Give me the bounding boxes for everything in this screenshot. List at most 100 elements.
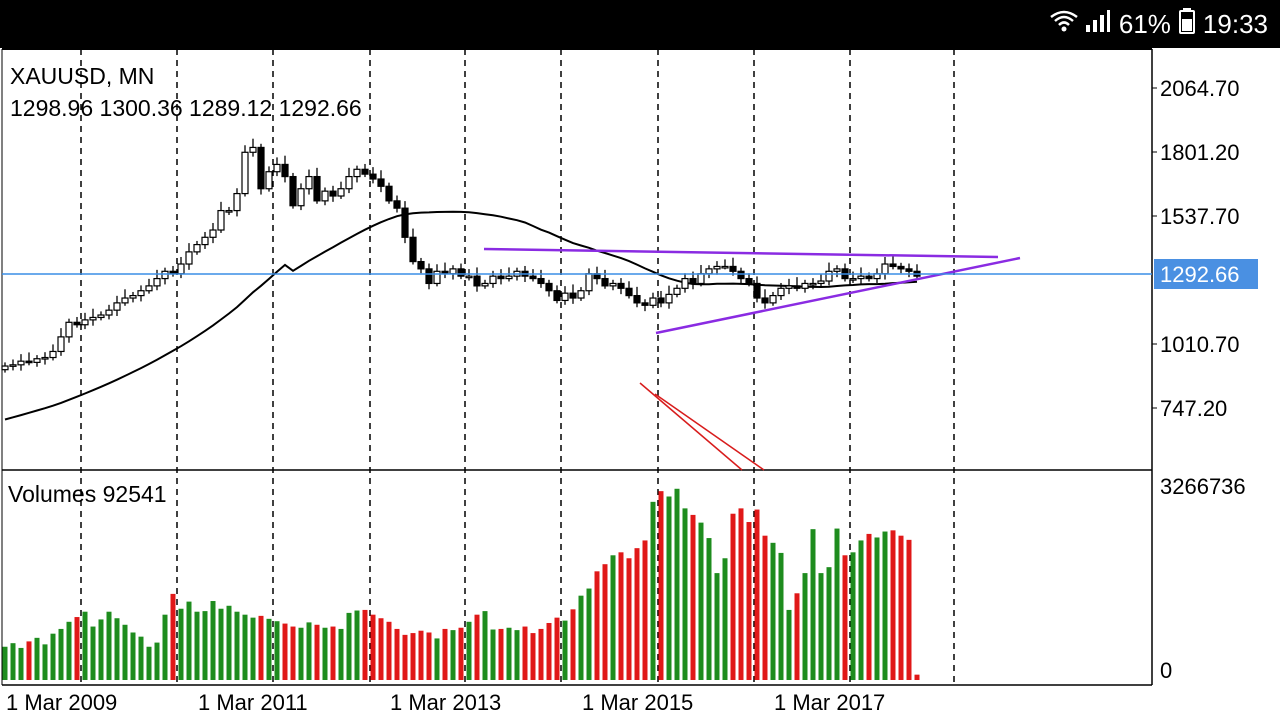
candle-up <box>145 285 153 292</box>
volume-bar <box>434 638 440 680</box>
volume-bar <box>218 608 224 680</box>
candle-up <box>665 293 673 304</box>
volume-bar <box>786 609 792 680</box>
volume-bar <box>506 627 512 680</box>
time-grid <box>80 49 955 685</box>
volume-bar <box>834 528 840 680</box>
candle-up <box>217 209 225 231</box>
volume-bar <box>362 609 368 680</box>
candle-down <box>281 163 289 178</box>
candle-up <box>297 188 305 207</box>
candle-up <box>17 360 25 366</box>
volume-bar <box>418 630 424 680</box>
volume-bar <box>234 611 240 680</box>
volume-bar <box>106 611 112 680</box>
candle-down <box>393 200 401 209</box>
volume-bar <box>410 633 416 680</box>
volume-bar <box>722 558 728 680</box>
current-price-badge <box>1154 259 1258 289</box>
candle-up <box>681 277 689 289</box>
candle-up <box>121 297 129 304</box>
volume-bar <box>890 530 896 680</box>
volume-bar <box>458 627 464 680</box>
time-label: 1 Mar 2009 <box>6 690 117 715</box>
volume-bar <box>66 621 72 680</box>
volume-bar <box>602 564 608 680</box>
candle-down <box>545 282 553 292</box>
volume-bar <box>682 508 688 680</box>
triangle-lower-line[interactable] <box>655 256 1021 335</box>
candle-down <box>361 168 369 175</box>
time-label: 1 Mar 2015 <box>582 690 693 715</box>
volume-bar <box>562 620 568 680</box>
time-axis-labels: 1 Mar 2009 1 Mar 2011 1 Mar 2013 1 Mar 2… <box>6 690 885 715</box>
volume-bar <box>810 529 816 680</box>
candle-up <box>465 275 473 279</box>
candle-down <box>905 268 913 272</box>
candle-up <box>161 270 169 280</box>
volume-bar <box>346 612 352 680</box>
candle-up <box>153 277 161 287</box>
candle-up <box>81 319 89 326</box>
volume-bar <box>706 538 712 680</box>
volume-bar <box>530 633 536 680</box>
candle-down <box>377 178 385 187</box>
candle-down <box>897 265 905 270</box>
current-price-label: 1292.66 <box>1160 262 1240 287</box>
candle-down <box>529 275 537 280</box>
volume-bar <box>330 626 336 680</box>
candle-up <box>849 277 857 281</box>
volume-bar <box>58 628 64 680</box>
volume-bar <box>482 611 488 680</box>
volume-bar <box>146 646 152 680</box>
volume-bar <box>754 509 760 680</box>
candle-up <box>305 175 313 190</box>
volume-bar <box>658 491 664 680</box>
volume-bar <box>634 548 640 680</box>
candle-down <box>537 277 545 285</box>
volume-bar <box>842 555 848 680</box>
ohlc-values: 1298.96 1300.36 1289.12 1292.66 <box>10 95 362 121</box>
candle-up <box>825 270 833 282</box>
volume-bar <box>794 593 800 680</box>
volume-bar <box>170 593 176 680</box>
volume-bar <box>442 628 448 680</box>
volume-bar <box>770 542 776 680</box>
candle-up <box>129 294 137 299</box>
candle-down <box>425 268 433 285</box>
volume-bar <box>50 633 56 680</box>
status-time: 19:33 <box>1202 8 1268 39</box>
candle-up <box>697 273 705 285</box>
red-line-1[interactable] <box>639 382 743 471</box>
price-axis-labels: 2064.70 1801.20 1537.70 1010.70 747.20 <box>1160 76 1240 421</box>
candle-down <box>689 277 697 285</box>
volume-bar <box>850 552 856 680</box>
candle-down <box>633 294 641 304</box>
volume-bar <box>826 567 832 680</box>
candle-up <box>241 151 249 195</box>
volume-axis-bottom: 0 <box>1160 658 1172 683</box>
triangle-upper-line[interactable] <box>483 247 999 259</box>
red-line-2[interactable] <box>654 393 765 471</box>
volume-bar <box>866 533 872 680</box>
volume-bar <box>690 514 696 680</box>
candle-up <box>33 358 41 363</box>
volume-bar <box>370 614 376 680</box>
candle-down <box>617 282 625 289</box>
volume-bar <box>698 522 704 680</box>
volume-bars <box>2 488 920 680</box>
candle-down <box>729 265 737 272</box>
candle-up <box>345 175 353 190</box>
volume-bar <box>178 608 184 680</box>
volume-bar <box>210 601 216 680</box>
price-tick: 1010.70 <box>1160 332 1240 357</box>
candle-up <box>249 146 257 153</box>
volume-bar <box>42 644 48 680</box>
signal-icon <box>1085 9 1111 40</box>
candle-down <box>73 321 81 326</box>
trendlines[interactable] <box>483 247 1021 471</box>
candle-down <box>657 297 665 304</box>
volume-bar <box>186 601 192 680</box>
candle-up <box>881 263 889 275</box>
trading-chart[interactable]: 2064.70 1801.20 1537.70 1010.70 747.20 1… <box>0 48 1280 720</box>
